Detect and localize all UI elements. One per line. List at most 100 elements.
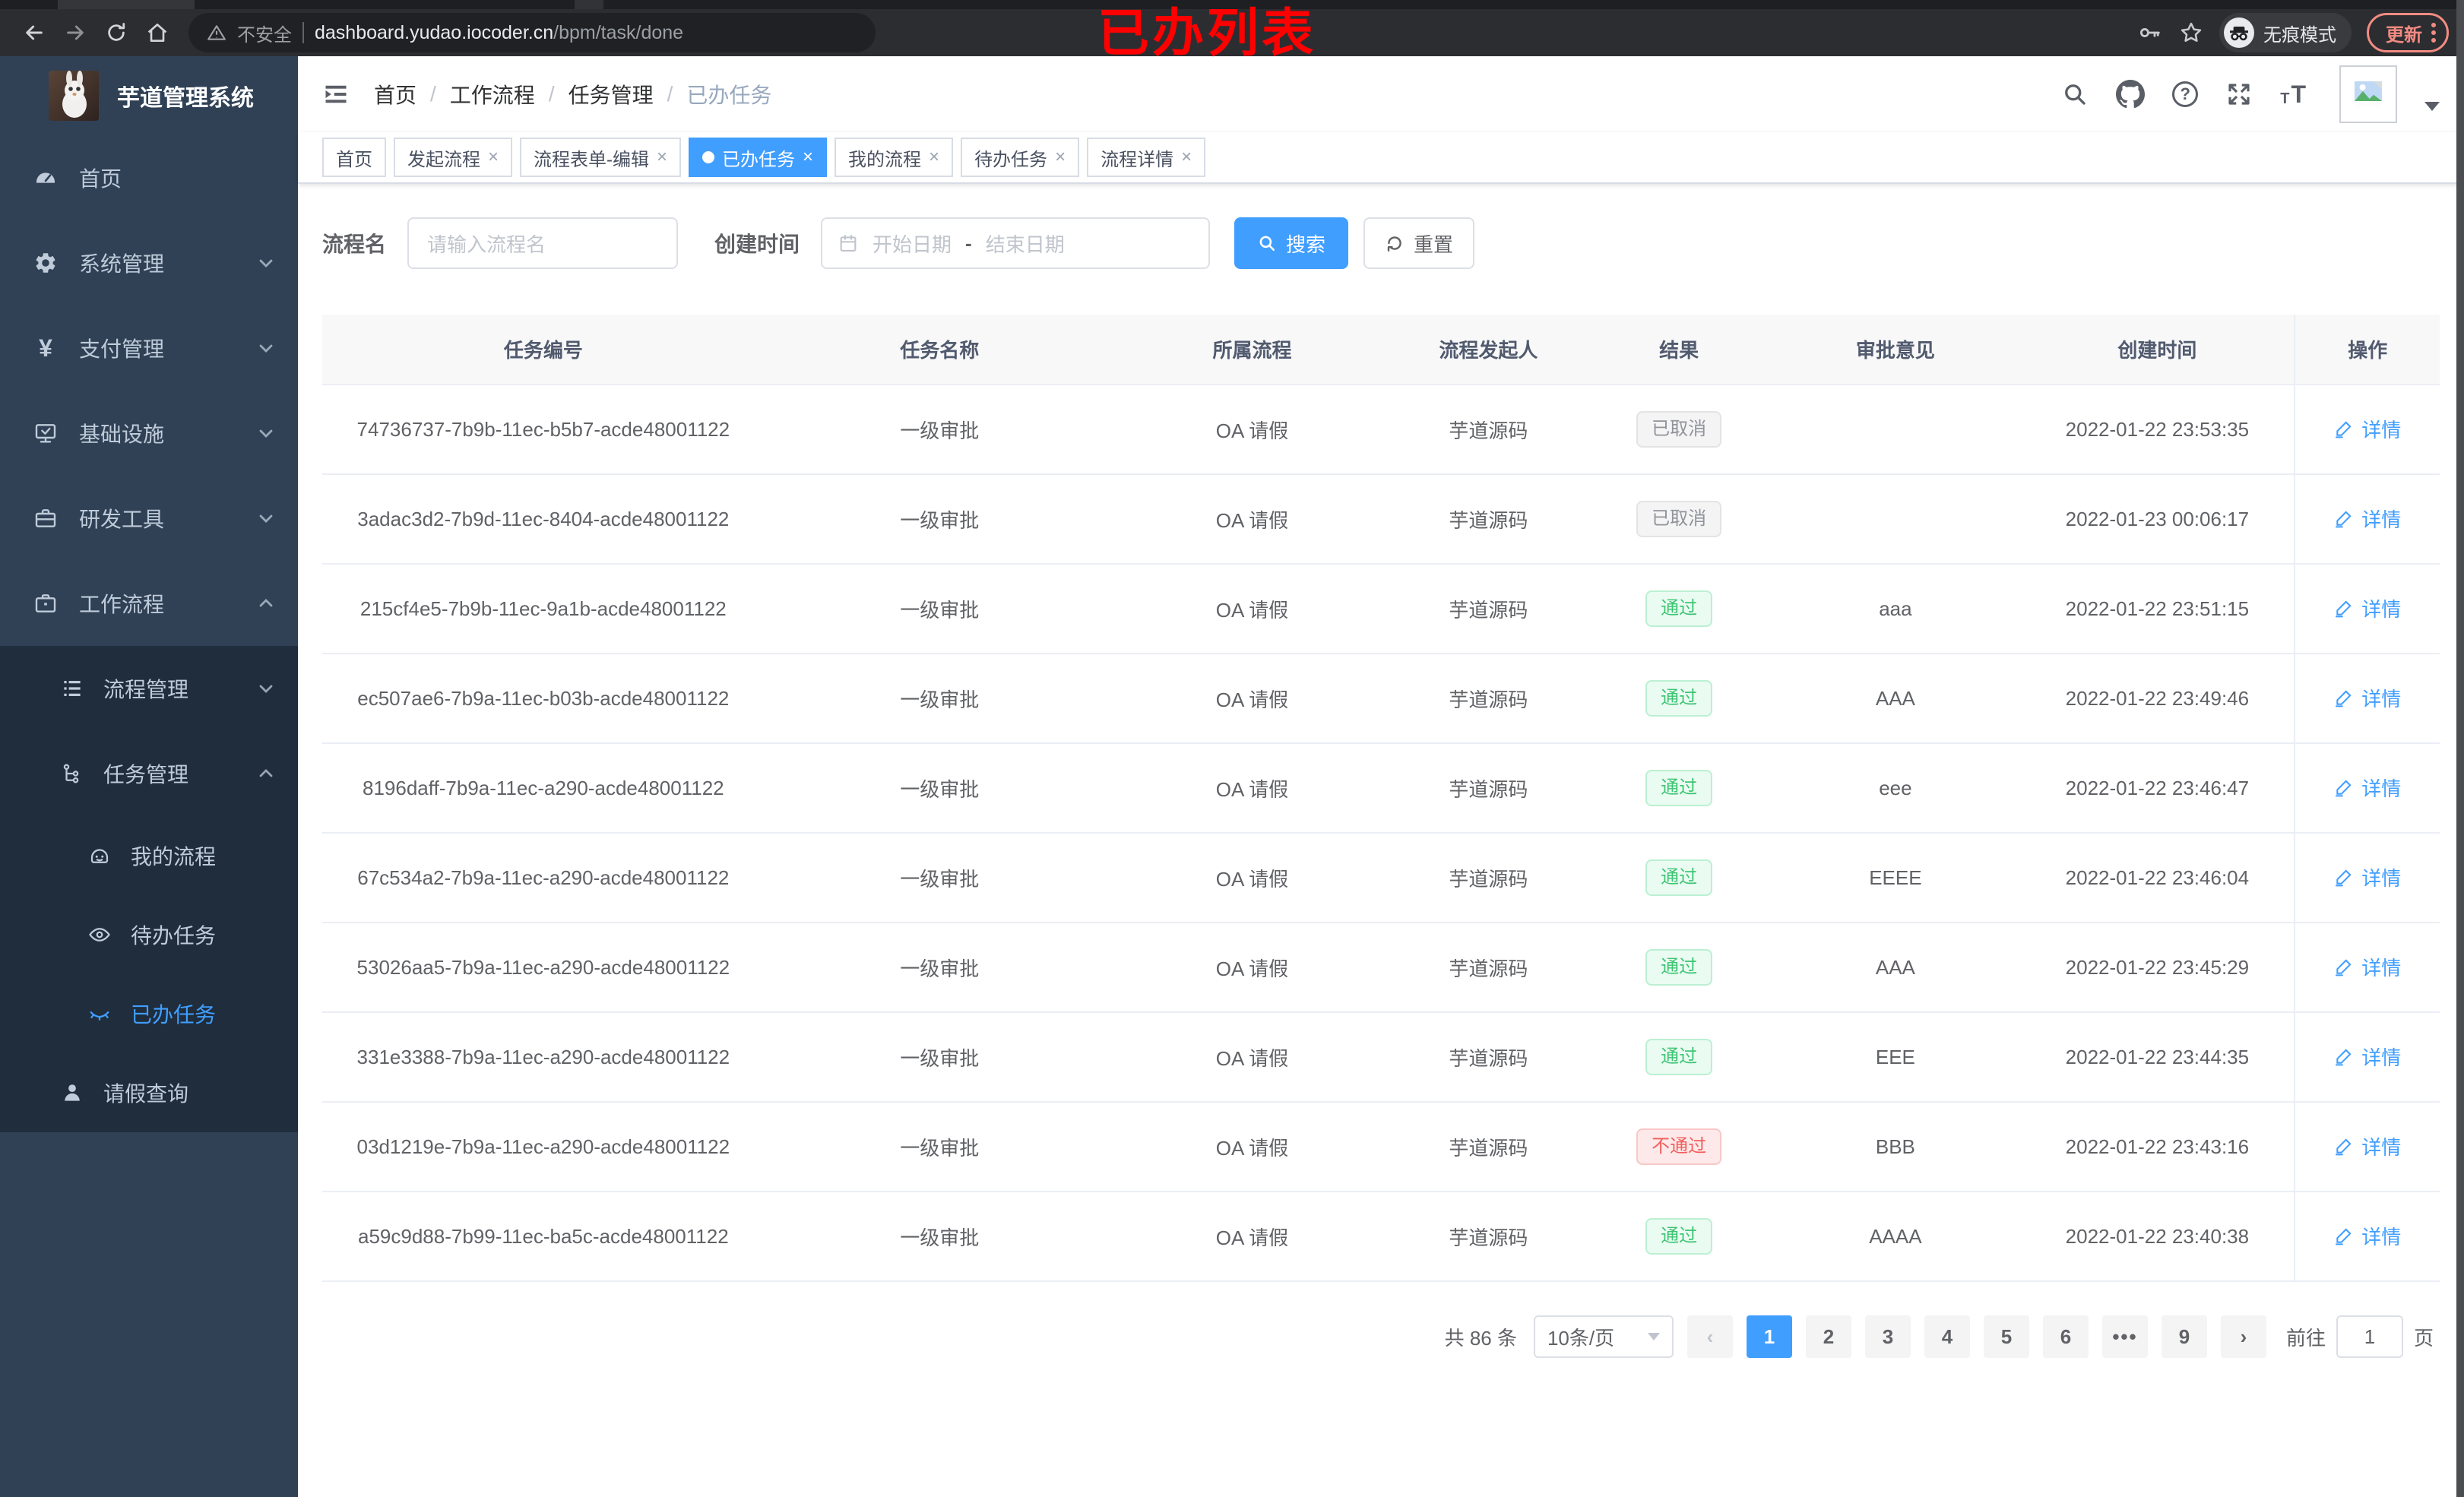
edit-icon	[2336, 600, 2352, 618]
breadcrumb-task-mgmt[interactable]: 任务管理	[568, 84, 654, 107]
logo-row[interactable]: 芋道管理系统	[0, 56, 298, 135]
url-bar[interactable]: 不安全 dashboard.yudao.iocoder.cn/bpm/task/…	[188, 13, 876, 52]
close-icon[interactable]: ×	[803, 147, 814, 167]
avatar[interactable]	[2339, 65, 2397, 123]
user-icon	[61, 1081, 84, 1104]
date-range-picker[interactable]: 开始日期 - 结束日期	[821, 217, 1211, 269]
github-icon[interactable]	[2116, 80, 2146, 109]
back-icon[interactable]	[15, 14, 53, 52]
detail-button[interactable]: 详情	[2334, 774, 2401, 802]
cell-task-name: 一级审批	[764, 385, 1115, 475]
detail-button[interactable]: 详情	[2334, 863, 2401, 891]
cell-starter: 芋道源码	[1389, 1102, 1588, 1192]
sidebar-item-devtools[interactable]: 研发工具	[0, 476, 298, 561]
close-icon[interactable]: ×	[1055, 147, 1066, 167]
tab-process-detail[interactable]: 流程详情 ×	[1087, 138, 1206, 177]
close-icon[interactable]: ×	[1181, 147, 1192, 167]
sidebar-item-todo-tasks[interactable]: 待办任务	[0, 895, 298, 974]
sidebar-item-process-mgmt[interactable]: 流程管理	[0, 646, 298, 731]
detail-button[interactable]: 详情	[2334, 684, 2401, 712]
page-button-2[interactable]: 2	[1805, 1315, 1851, 1358]
tab-home[interactable]: 首页	[322, 138, 386, 177]
fullscreen-icon[interactable]	[2225, 81, 2253, 108]
page-button-5[interactable]: 5	[1983, 1315, 2029, 1358]
process-name-input[interactable]: 请输入流程名	[407, 217, 679, 269]
search-button[interactable]: 搜索	[1234, 217, 1349, 269]
sidebar-item-task-mgmt[interactable]: 任务管理	[0, 731, 298, 816]
app-title: 芋道管理系统	[117, 86, 254, 111]
page-button-6[interactable]: 6	[2042, 1315, 2089, 1358]
page-size-select[interactable]: 10条/页	[1533, 1315, 1674, 1358]
cell-process: OA 请假	[1114, 564, 1389, 654]
sidebar-item-label: 系统管理	[79, 252, 165, 276]
cell-starter: 芋道源码	[1389, 1012, 1588, 1103]
sidebar-item-done-tasks[interactable]: 已办任务	[0, 974, 298, 1053]
detail-button[interactable]: 详情	[2334, 1132, 2401, 1160]
tab-done-tasks[interactable]: 已办任务 ×	[689, 138, 828, 177]
detail-button[interactable]: 详情	[2334, 505, 2401, 533]
cell-comment: aaa	[1770, 564, 2021, 654]
breadcrumb-home[interactable]: 首页	[374, 84, 417, 107]
more-pages-button[interactable]: •••	[2101, 1315, 2148, 1358]
edit-icon	[2336, 780, 2352, 797]
reload-icon[interactable]	[97, 14, 135, 52]
tab-label: 待办任务	[974, 149, 1048, 170]
help-icon[interactable]: ?	[2172, 81, 2199, 107]
status-badge: 通过	[1645, 859, 1713, 896]
close-icon[interactable]: ×	[488, 147, 499, 167]
page-button-1[interactable]: 1	[1746, 1315, 1792, 1358]
sidebar-item-leave-query[interactable]: 请假查询	[0, 1053, 298, 1132]
sidebar-item-payment[interactable]: ¥ 支付管理	[0, 305, 298, 391]
cell-create-time: 2022-01-22 23:45:29	[2020, 923, 2295, 1013]
cell-task-id: 53026aa5-7b9a-11ec-a290-acde48001122	[322, 923, 765, 1013]
prev-page-button[interactable]: ‹	[1686, 1315, 1733, 1358]
forward-icon[interactable]	[56, 14, 94, 52]
logo-image	[49, 71, 99, 121]
edit-icon	[2336, 690, 2352, 707]
detail-button[interactable]: 详情	[2334, 415, 2401, 443]
close-icon[interactable]: ×	[929, 147, 940, 167]
window-right-edge	[2456, 0, 2464, 1497]
detail-button[interactable]: 详情	[2334, 953, 2401, 981]
table-row: 331e3388-7b9a-11ec-a290-acde48001122 一级审批…	[322, 1012, 2440, 1103]
refresh-icon	[1387, 236, 1401, 252]
avatar-caret-icon[interactable]	[2424, 102, 2440, 111]
status-badge: 通过	[1645, 680, 1713, 717]
close-icon[interactable]: ×	[657, 147, 668, 167]
detail-button[interactable]: 详情	[2334, 1222, 2401, 1250]
home-icon[interactable]	[138, 14, 176, 52]
search-form: 流程名 请输入流程名 创建时间 开始日期 - 结束日期 搜索	[322, 217, 2440, 269]
hamburger-icon[interactable]	[322, 81, 350, 108]
next-page-button[interactable]: ›	[2220, 1315, 2266, 1358]
password-key-icon[interactable]	[2137, 20, 2163, 46]
goto-page-input[interactable]: 1	[2336, 1315, 2403, 1358]
cell-task-id: 67c534a2-7b9a-11ec-a290-acde48001122	[322, 833, 765, 923]
detail-button[interactable]: 详情	[2334, 594, 2401, 622]
sidebar-item-workflow[interactable]: 工作流程	[0, 561, 298, 646]
sidebar-item-infra[interactable]: 基础设施	[0, 391, 298, 476]
page-button-4[interactable]: 4	[1924, 1315, 1970, 1358]
tab-my-process[interactable]: 我的流程 ×	[835, 138, 954, 177]
sidebar-item-my-process[interactable]: 我的流程	[0, 816, 298, 895]
sidebar-item-system[interactable]: 系统管理	[0, 220, 298, 305]
browser-tab[interactable]	[58, 0, 195, 9]
detail-button[interactable]: 详情	[2334, 1043, 2401, 1071]
reset-button[interactable]: 重置	[1363, 217, 1475, 269]
page-button-3[interactable]: 3	[1864, 1315, 1911, 1358]
browser-menu-icon[interactable]	[2431, 23, 2436, 43]
chevron-up-icon	[257, 764, 275, 783]
tab-form-edit[interactable]: 流程表单-编辑 ×	[520, 138, 682, 177]
page-button-9[interactable]: 9	[2161, 1315, 2207, 1358]
tab-start-process[interactable]: 发起流程 ×	[394, 138, 513, 177]
col-task-name: 任务名称	[764, 315, 1115, 385]
search-icon[interactable]	[2061, 81, 2089, 108]
new-tab-button[interactable]	[575, 0, 603, 9]
bookmark-star-icon[interactable]	[2178, 20, 2204, 46]
sidebar-item-home[interactable]: 首页	[0, 135, 298, 220]
tab-todo-tasks[interactable]: 待办任务 ×	[961, 138, 1080, 177]
goto-page: 前往 1 页	[2286, 1315, 2434, 1358]
cell-task-id: 74736737-7b9b-11ec-b5b7-acde48001122	[322, 385, 765, 475]
breadcrumb-workflow[interactable]: 工作流程	[449, 84, 535, 107]
update-button[interactable]: 更新	[2367, 13, 2449, 52]
